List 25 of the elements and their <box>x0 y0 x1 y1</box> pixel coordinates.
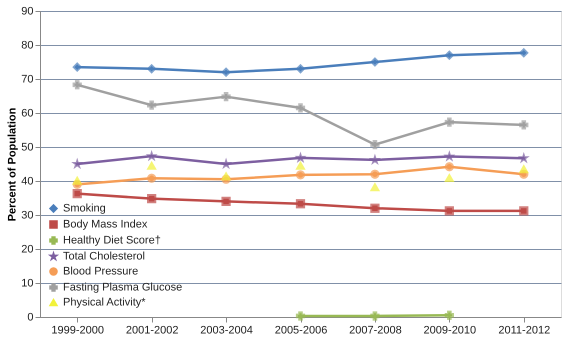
legend-label: Healthy Diet Score† <box>63 234 161 246</box>
legend-label: Smoking <box>63 202 106 214</box>
legend-label: Body Mass Index <box>63 218 148 230</box>
y-tick-label: 90 <box>21 6 34 18</box>
x-tick-label: 2011-2012 <box>498 324 550 336</box>
legend-label: Blood Pressure <box>63 266 138 278</box>
x-tick-label: 2003-2004 <box>200 324 253 336</box>
legend-label: Physical Activity* <box>63 296 146 308</box>
x-tick-label: 2009-2010 <box>424 324 476 336</box>
y-tick-label: 20 <box>21 244 34 256</box>
legend-label: Total Cholesterol <box>63 250 145 262</box>
y-axis-title: Percent of Population <box>6 107 18 222</box>
y-tick-label: 80 <box>21 40 34 52</box>
y-tick-label: 40 <box>21 176 34 188</box>
y-tick-label: 50 <box>21 142 34 154</box>
y-tick-label: 30 <box>21 210 34 222</box>
x-tick-label: 2005-2006 <box>274 324 328 336</box>
x-tick-label: 2007-2008 <box>349 324 402 336</box>
y-tick-label: 10 <box>21 278 34 290</box>
y-tick-label: 0 <box>27 312 34 324</box>
y-tick-label: 60 <box>21 108 34 120</box>
x-tick-label: 1999-2000 <box>51 324 104 336</box>
legend-label: Fasting Plasma Glucose <box>63 282 182 294</box>
y-tick-label: 70 <box>21 74 34 86</box>
x-tick-label: 2001-2002 <box>126 324 178 336</box>
